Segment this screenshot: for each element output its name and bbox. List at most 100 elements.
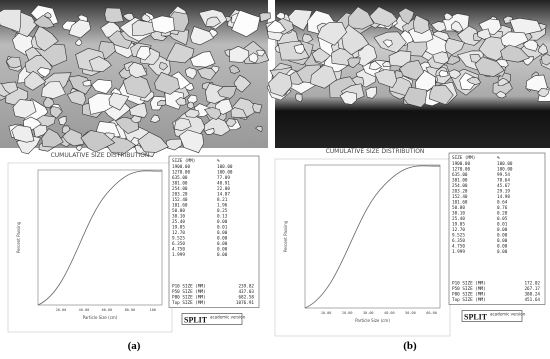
rock [495,90,507,99]
rock [58,115,67,126]
rock [184,67,197,80]
table-cell: 0.00 [497,249,508,255]
rock [428,85,454,106]
rock [159,61,168,71]
logo: SPLIT [184,316,208,325]
rock [0,9,22,33]
table-cell: 0.00 [497,233,508,239]
table-cell: 14.87 [217,192,230,198]
x-tick-label: 50.00 [405,311,416,315]
chart-title: CUMULATIVE SIZE DISTRIBUTION [326,148,425,155]
table-cell: 101.60 [172,203,188,209]
table-cell: 100.00 [497,167,513,173]
rock [75,145,83,152]
rock [36,67,51,78]
rock [430,21,447,33]
rock [252,103,263,114]
rock [156,99,169,106]
logo-note: academic version [210,315,246,320]
table-header: % [497,155,500,161]
rock [316,21,347,46]
rock [104,7,124,24]
rock [108,92,130,111]
table-cell: 8.21 [217,197,228,203]
rock [438,69,449,78]
x-tick-label: 40.00 [79,308,90,312]
table-cell: 0.00 [497,227,508,233]
table-cell: 0.00 [217,252,228,258]
rock [451,20,464,33]
rock [11,124,35,143]
table-cell: 9.525 [172,236,185,242]
table-cell: 152.40 [172,197,188,203]
table-cell: 0.01 [217,225,228,231]
table-cell: 0.00 [497,238,508,244]
table-cell: 254.00 [172,186,188,192]
table-cell: 635.00 [452,172,468,178]
rock [522,37,538,52]
summary-label: P50 SIZE (MM) [172,289,206,295]
rock [184,108,200,118]
rock [540,53,550,66]
table-cell: 1.96 [217,203,228,209]
summary-value: 388.24 [524,292,540,298]
rock [203,107,222,120]
rock [196,67,217,81]
table-cell: 12.70 [452,227,465,233]
table-cell: 0.05 [497,216,508,222]
rock [61,125,71,134]
table-cell: 100.00 [217,170,233,176]
table-cell: 19.05 [452,222,465,228]
rock [233,74,252,93]
table-box [168,155,260,308]
rock [151,15,175,34]
rock [204,128,215,135]
rock [189,51,216,68]
rock [22,116,42,130]
summary-value: 1076.91 [236,300,255,306]
rock [294,93,303,103]
summary-value: 239.82 [238,284,254,290]
table-cell: 25.40 [172,219,185,225]
table-cell: 0.01 [497,222,508,228]
table-cell: 14.98 [497,194,510,200]
rock [293,44,305,54]
summary-label: P50 SIZE (MM) [452,286,486,292]
table-cell: 101.60 [452,200,468,206]
rock [412,14,430,34]
rock [154,71,180,95]
table-cell: 0.00 [217,247,228,253]
rock [509,17,543,36]
table-cell: 0.00 [217,230,228,236]
table-cell: 99.54 [497,172,510,178]
table-cell: 254.00 [452,183,468,189]
x-tick-label: 80.00 [125,308,136,312]
rock [288,9,313,31]
table-cell: 0.13 [217,214,228,220]
table-cell: 77.09 [217,175,230,181]
logo: SPLIT [464,313,488,322]
table-header: % [217,158,220,164]
table-cell: 1.999 [452,249,465,255]
table-cell: 0.00 [497,244,508,250]
logo-note: academic version [490,312,526,317]
table-cell: 50.80 [452,205,465,211]
table-cell: 1900.00 [452,161,471,167]
table-cell: 19.05 [172,225,185,231]
logo-box [461,310,523,322]
table-cell: 1270.00 [172,170,191,176]
rock [474,56,505,77]
table-cell: 45.67 [497,183,510,189]
rock [229,45,250,63]
rock [189,26,214,46]
rock [12,99,37,119]
rock [165,42,195,64]
rock [347,57,361,69]
x-tick-label: 30.00 [363,311,374,315]
rock [62,128,85,147]
rock [5,56,22,69]
rock [49,106,63,119]
rock [365,86,377,99]
summary-value: 682.58 [238,295,254,301]
